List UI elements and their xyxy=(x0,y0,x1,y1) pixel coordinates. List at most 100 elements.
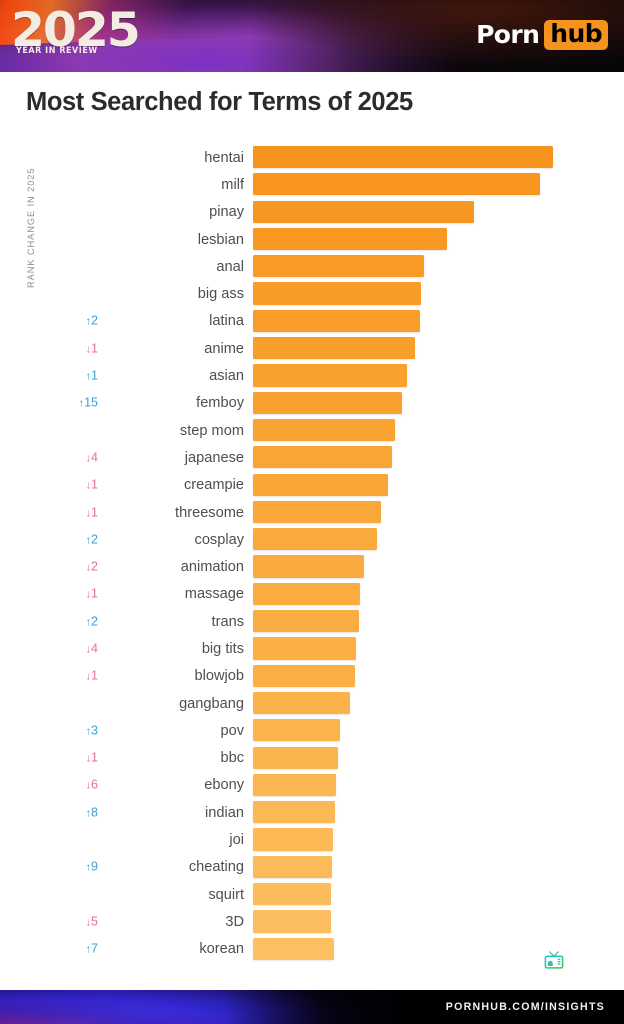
bar[interactable] xyxy=(253,691,350,715)
bar[interactable] xyxy=(253,773,337,797)
bar[interactable] xyxy=(253,255,424,278)
bar[interactable] xyxy=(253,146,553,169)
rank-change-value: 2 xyxy=(91,532,98,547)
bar[interactable] xyxy=(253,801,335,824)
rank-change-value: 1 xyxy=(91,368,98,383)
bar[interactable] xyxy=(253,664,355,687)
bar[interactable] xyxy=(253,200,475,223)
rank-change-down-indicator: ↓1 xyxy=(44,669,98,684)
search-term-label: big ass xyxy=(197,286,244,303)
arrow-down-icon: ↓ xyxy=(85,752,92,765)
rank-change-up-indicator: ↑3 xyxy=(44,723,98,738)
bar[interactable] xyxy=(253,391,403,414)
rank-change-value: 2 xyxy=(91,313,98,328)
arrow-down-icon: ↓ xyxy=(85,670,92,683)
bar[interactable] xyxy=(253,418,395,442)
search-term-label: lesbian xyxy=(197,231,244,248)
bar[interactable] xyxy=(253,227,448,251)
bar-row: ↑1 asian xyxy=(0,362,624,389)
bar[interactable] xyxy=(253,364,407,387)
bar-track xyxy=(253,173,541,196)
bar-row: big ass xyxy=(0,280,624,307)
bar-track xyxy=(253,610,359,633)
bar-track xyxy=(253,637,356,660)
bar-row: milf xyxy=(0,171,624,198)
bar-row: lesbian xyxy=(0,226,624,253)
bar[interactable] xyxy=(253,500,382,524)
bar[interactable] xyxy=(253,937,334,960)
rank-change-value: 1 xyxy=(91,341,98,356)
search-term-label: anime xyxy=(204,340,244,357)
bar[interactable] xyxy=(253,473,388,496)
rank-change-value: 4 xyxy=(91,641,98,656)
search-term-label: cosplay xyxy=(194,531,244,548)
arrow-up-icon: ↑ xyxy=(85,534,92,547)
header-gradient-ember xyxy=(0,0,624,72)
search-term-label: gangbang xyxy=(179,695,244,712)
arrow-up-icon: ↑ xyxy=(85,807,92,820)
search-term-label: animation xyxy=(180,559,244,576)
arrow-down-icon: ↓ xyxy=(85,588,92,601)
bar-track xyxy=(253,309,421,332)
year-in-review-logo: 2025 YEAR IN REVIEW xyxy=(11,6,191,64)
search-term-label: ebony xyxy=(204,777,244,794)
bar-track xyxy=(253,528,377,551)
rank-change-value: 5 xyxy=(91,914,98,929)
bar-row: ↑8 indian xyxy=(0,799,624,826)
rank-change-value: 3 xyxy=(91,723,98,738)
search-term-label: anal xyxy=(216,258,244,275)
bar[interactable] xyxy=(253,719,340,742)
pornhub-logo[interactable]: Porn hub xyxy=(476,19,608,51)
search-term-label: pinay xyxy=(209,204,244,221)
rank-change-value: 2 xyxy=(91,559,98,574)
bar-track xyxy=(253,691,350,715)
arrow-down-icon: ↓ xyxy=(85,343,92,356)
bar[interactable] xyxy=(253,173,541,196)
bar[interactable] xyxy=(253,637,356,660)
bar[interactable] xyxy=(253,746,338,769)
bar-row: ↑9 cheating xyxy=(0,854,624,881)
bar[interactable] xyxy=(253,555,364,578)
bar[interactable] xyxy=(253,282,421,305)
logo-year-text: 2025 xyxy=(11,3,141,58)
bar[interactable] xyxy=(253,582,361,605)
bar[interactable] xyxy=(253,528,377,551)
bar[interactable] xyxy=(253,883,331,906)
bar-row: pinay xyxy=(0,199,624,226)
arrow-up-icon: ↑ xyxy=(78,397,85,410)
rank-change-down-indicator: ↓4 xyxy=(44,641,98,656)
search-term-label: joi xyxy=(229,832,244,849)
footer-url[interactable]: PORNHUB.COM/INSIGHTS xyxy=(445,1001,605,1013)
page-title: Most Searched for Terms of 2025 xyxy=(26,88,413,116)
bar[interactable] xyxy=(253,446,392,469)
rank-change-down-indicator: ↓1 xyxy=(44,341,98,356)
arrow-up-icon: ↑ xyxy=(85,370,92,383)
bar[interactable] xyxy=(253,309,421,332)
bar[interactable] xyxy=(253,828,334,851)
bar-track xyxy=(253,719,340,742)
search-term-label: hentai xyxy=(204,149,244,166)
bar-row: ↑2 cosplay xyxy=(0,526,624,553)
search-term-label: blowjob xyxy=(194,668,245,685)
bar-track xyxy=(253,337,415,360)
search-term-label: massage xyxy=(184,586,244,603)
arrow-up-icon: ↑ xyxy=(85,616,92,629)
header-banner: 2025 YEAR IN REVIEW Porn hub xyxy=(0,0,624,72)
search-term-label: asian xyxy=(209,368,244,385)
rank-change-value: 4 xyxy=(91,450,98,465)
bar-row: squirt xyxy=(0,881,624,908)
arrow-up-icon: ↑ xyxy=(85,315,92,328)
arrow-down-icon: ↓ xyxy=(85,507,92,519)
bar[interactable] xyxy=(253,855,332,878)
bar-track xyxy=(253,146,553,169)
bar[interactable] xyxy=(253,910,331,933)
bar[interactable] xyxy=(253,610,359,633)
rank-change-value: 1 xyxy=(91,477,98,492)
bar-track xyxy=(253,227,448,251)
bar[interactable] xyxy=(253,337,415,360)
bar-row: ↑3 pov xyxy=(0,717,624,744)
bar-track xyxy=(253,773,337,797)
arrow-up-icon: ↑ xyxy=(85,943,92,956)
rank-change-down-indicator: ↓6 xyxy=(44,778,98,793)
bar-row: step mom xyxy=(0,417,624,444)
